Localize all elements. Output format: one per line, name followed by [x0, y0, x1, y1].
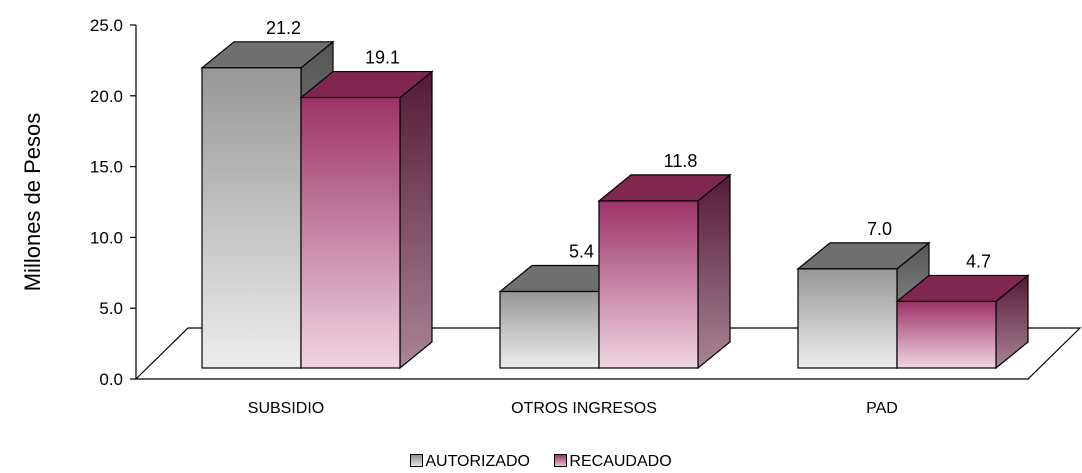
bar-side-recaudado [697, 173, 731, 370]
bar-recaudado [598, 200, 699, 369]
y-tick-label: 20.0 [90, 87, 123, 106]
legend-item-recaudado: RECAUDADO [554, 453, 672, 471]
y-tick-label: 0.0 [99, 370, 123, 389]
bar-side-recaudado [399, 70, 433, 370]
x-tick-label: OTROS INGRESOS [511, 400, 657, 417]
bar-recaudado [896, 300, 997, 369]
data-label-autorizado: 5.4 [569, 242, 594, 262]
data-label-recaudado: 11.8 [664, 151, 698, 171]
bar-autorizado [201, 67, 302, 369]
y-tick-label: 10.0 [90, 228, 123, 247]
y-tick-label: 15.0 [90, 158, 123, 177]
y-axis-title: Millones de Pesos [20, 113, 45, 292]
data-label-recaudado: 19.1 [365, 48, 400, 68]
value-axis: 0.0 5.0 10.0 15.0 20.0 25.0 [90, 16, 137, 389]
x-tick-label: SUBSIDIO [248, 400, 324, 417]
legend-swatch-recaudado [554, 454, 568, 467]
legend-label-recaudado: RECAUDADO [569, 453, 672, 470]
bar-autorizado [499, 290, 600, 369]
bar-series [200, 40, 1030, 370]
data-label-autorizado: 21.2 [266, 18, 301, 38]
data-label-recaudado: 4.7 [966, 251, 991, 271]
legend-item-autorizado: AUTORIZADO [410, 453, 530, 471]
y-tick-label: 5.0 [99, 299, 123, 318]
category-axis: SUBSIDIO OTROS INGRESOS PAD [248, 400, 898, 417]
legend-swatch-autorizado [410, 454, 424, 467]
legend: AUTORIZADO RECAUDADO [0, 453, 1082, 471]
bar-autorizado [797, 268, 898, 369]
legend-label-autorizado: AUTORIZADO [425, 453, 530, 470]
bar-recaudado [300, 96, 401, 369]
x-tick-label: PAD [866, 400, 898, 417]
data-labels: 21.2 19.1 5.4 11.8 7.0 4.7 [266, 18, 991, 272]
y-tick-label: 25.0 [90, 16, 123, 35]
data-label-autorizado: 7.0 [867, 219, 892, 239]
